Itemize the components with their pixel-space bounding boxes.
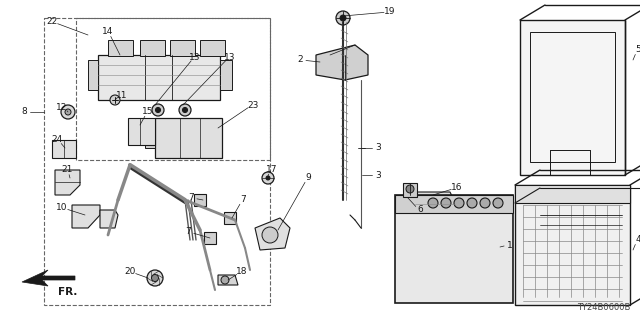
Polygon shape — [255, 218, 290, 250]
Circle shape — [406, 185, 414, 193]
Circle shape — [262, 227, 278, 243]
Circle shape — [147, 270, 163, 286]
Text: 7: 7 — [188, 194, 194, 203]
Text: 4: 4 — [635, 236, 640, 244]
Text: 10: 10 — [56, 204, 68, 212]
Bar — [224, 212, 236, 224]
Circle shape — [340, 15, 346, 21]
Circle shape — [221, 276, 229, 284]
Polygon shape — [108, 40, 133, 56]
Text: 22: 22 — [46, 18, 58, 27]
Bar — [403, 183, 417, 197]
Text: 17: 17 — [266, 165, 278, 174]
Circle shape — [152, 275, 159, 282]
Polygon shape — [98, 55, 220, 100]
Bar — [204, 232, 216, 244]
Polygon shape — [22, 270, 75, 286]
Text: 23: 23 — [247, 100, 259, 109]
Text: 18: 18 — [236, 268, 248, 276]
Text: 21: 21 — [61, 165, 73, 174]
Text: 7: 7 — [185, 228, 191, 236]
Bar — [520, 20, 625, 175]
Text: TY24B0600B: TY24B0600B — [577, 303, 630, 312]
Circle shape — [454, 198, 464, 208]
Polygon shape — [170, 40, 195, 56]
Text: 13: 13 — [189, 52, 201, 61]
Circle shape — [156, 108, 161, 113]
Circle shape — [417, 199, 427, 209]
Polygon shape — [128, 118, 155, 145]
Text: 16: 16 — [451, 183, 463, 193]
Text: 2: 2 — [297, 55, 303, 65]
Text: 3: 3 — [375, 171, 381, 180]
Circle shape — [152, 104, 164, 116]
Text: 1: 1 — [507, 241, 513, 250]
Text: 12: 12 — [56, 103, 68, 113]
Text: 3: 3 — [375, 143, 381, 153]
Polygon shape — [72, 205, 100, 228]
Circle shape — [182, 108, 188, 113]
Bar — [395, 195, 513, 213]
Bar — [515, 185, 630, 203]
Text: 6: 6 — [417, 205, 423, 214]
Text: 20: 20 — [124, 268, 136, 276]
Polygon shape — [218, 275, 238, 285]
Circle shape — [480, 198, 490, 208]
Text: 9: 9 — [305, 173, 311, 182]
Bar — [395, 195, 513, 303]
Polygon shape — [410, 192, 455, 215]
Circle shape — [65, 109, 71, 115]
Polygon shape — [316, 45, 368, 80]
Text: 11: 11 — [116, 91, 128, 100]
Text: 5: 5 — [635, 45, 640, 54]
Circle shape — [493, 198, 503, 208]
Circle shape — [428, 198, 438, 208]
Circle shape — [179, 104, 191, 116]
Text: 7: 7 — [240, 196, 246, 204]
Circle shape — [110, 95, 120, 105]
Bar — [194, 194, 206, 206]
Circle shape — [336, 11, 350, 25]
Bar — [530, 32, 615, 162]
Circle shape — [438, 199, 448, 209]
Polygon shape — [140, 40, 165, 56]
Polygon shape — [100, 210, 118, 228]
Polygon shape — [55, 170, 80, 195]
Polygon shape — [52, 140, 76, 158]
Text: 14: 14 — [102, 28, 114, 36]
Text: 8: 8 — [21, 108, 27, 116]
Polygon shape — [155, 118, 222, 158]
Text: 15: 15 — [142, 108, 154, 116]
Polygon shape — [88, 60, 98, 90]
Bar — [44, 18, 270, 305]
Text: 13: 13 — [224, 52, 236, 61]
Bar — [515, 185, 630, 305]
Polygon shape — [200, 40, 225, 56]
Circle shape — [61, 105, 75, 119]
Circle shape — [262, 172, 274, 184]
Bar — [76, 18, 270, 160]
Circle shape — [266, 176, 270, 180]
Text: FR.: FR. — [58, 287, 77, 297]
Polygon shape — [220, 60, 232, 90]
Text: 19: 19 — [384, 7, 396, 17]
Circle shape — [441, 198, 451, 208]
Polygon shape — [145, 128, 155, 148]
Text: 24: 24 — [51, 135, 63, 145]
Circle shape — [467, 198, 477, 208]
